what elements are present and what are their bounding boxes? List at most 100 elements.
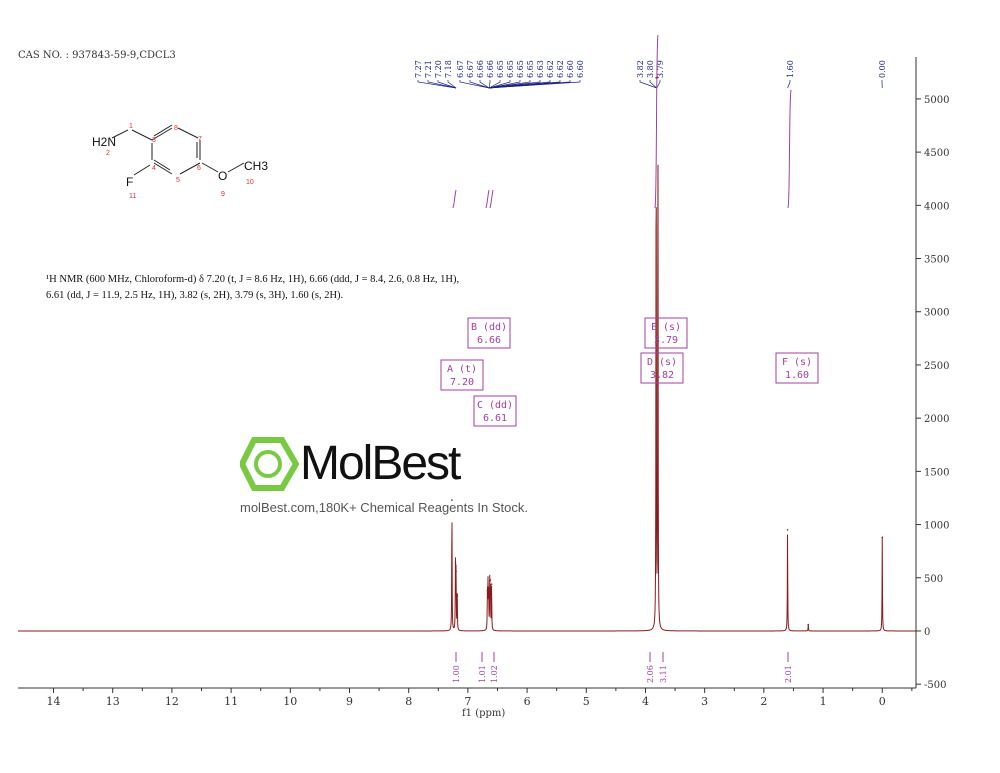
multiplet-value: 7.20 [450,377,474,388]
description-line: ¹H NMR (600 MHz, Chloroform-d) δ 7.20 (t… [46,274,460,285]
atom-label: F [126,175,133,189]
y-tick-label: -500 [924,680,946,691]
watermark-logo: MolBest [300,437,461,490]
x-tick-label: 0 [879,695,886,708]
multiplet-value: 3.82 [650,370,674,381]
multiplet-value: 3.79 [654,335,678,346]
atom-number: 3 [152,137,156,144]
peak-label-connector [447,80,457,89]
peak-label: 3.80 [646,60,655,78]
atom-label: CH3 [244,159,268,173]
peak-label: 6.66 [486,60,495,78]
peak-label-connector [489,80,521,89]
peak-point [487,585,489,588]
atom-number: 4 [152,165,156,172]
multiplet-label: A (t) [447,364,477,375]
nmr-description: ¹H NMR (600 MHz, Chloroform-d) δ 7.20 (t… [46,272,566,304]
atom-number: 11 [129,193,136,200]
multiplet-box [640,352,684,384]
y-tick-label: 4500 [924,148,949,159]
integral-curve [787,89,792,209]
peak-label: 7.20 [434,60,443,78]
atom-number: 2 [106,150,110,157]
peak-label-connector [656,80,661,89]
peak-label-connector [787,80,791,89]
atom-number: 8 [174,125,178,132]
peak-point [657,76,659,79]
peak-label: 1.60 [786,60,795,78]
peak-label: 6.67 [466,60,475,78]
integral-curve [452,189,457,209]
peak-point [451,499,453,501]
peak-label: 6.67 [456,60,465,78]
peak-label-connector [459,80,490,89]
multiplet-value: 6.61 [483,413,507,424]
peak-label-connector [479,80,490,89]
integral-value: 1.02 [490,665,499,683]
x-tick-label: 9 [346,695,353,708]
watermark-tagline: molBest.com,180K+ Chemical Reagents In S… [240,500,528,515]
peak-label-connector [488,80,491,89]
description-line: 6.61 (dd, J = 11.9, 2.5 Hz, 1H), 3.82 (s… [46,290,344,301]
y-tick-label: 5000 [924,95,949,106]
x-tick-label: 14 [47,695,61,708]
molecule-structure: H2N F O CH3 2 1 3 4 5 6 7 8 11 9 10 [92,123,268,200]
x-tick-label: 12 [165,695,179,708]
peak-label: 6.62 [556,60,565,78]
peak-label: 6.60 [576,60,585,78]
spectrum-line [18,164,916,632]
x-tick-label: 10 [283,695,297,708]
multiplet-value: 1.60 [785,370,809,381]
peak-label: 7.18 [444,60,453,78]
peak-point [881,536,884,539]
integral-value: 1.00 [452,665,461,683]
atom-number: 7 [198,136,202,143]
peak-point [490,583,493,585]
y-tick-label: 3500 [924,255,949,266]
x-tick-label: 1 [820,695,827,708]
multiplet-label: D (s) [647,357,677,368]
atom-number: 10 [246,179,254,186]
x-tick-label: 3 [701,695,708,708]
atom-number: 5 [176,177,180,184]
peak-label-connector [427,80,457,89]
x-tick-label: 11 [224,695,238,708]
atom-number: 6 [197,165,201,172]
atom-label: O [218,169,227,183]
atom-label: H2N [92,135,116,149]
peak-label-connector [437,80,457,89]
peak-label: 7.21 [424,60,433,78]
peak-label-connector [489,80,581,89]
y-tick-label: 2000 [924,414,949,425]
peak-label: 6.63 [536,60,545,78]
integral-value: 2.06 [646,665,655,683]
peak-label-connector [469,80,490,89]
peak-point [487,587,490,590]
integral-curve [654,34,659,209]
integral-curve [485,189,490,209]
multiplet-box [473,395,517,427]
peak-point [455,570,457,573]
peak-label: 6.65 [496,60,505,78]
y-tick-label: 3000 [924,308,949,319]
peak-label: 6.65 [506,60,515,78]
peak-label: 0.00 [878,60,887,78]
y-tick-label: 1500 [924,467,949,478]
cas-number: CAS NO. : 937843-59-9,CDCL3 [18,50,176,61]
peak-label: 6.60 [566,60,575,78]
peak-label-connector [649,80,657,89]
x-tick-label: 2 [760,695,767,708]
multiplet-box [644,317,688,349]
atom-number: 1 [129,123,133,130]
peak-label: 6.66 [476,60,485,78]
x-tick-label: 5 [583,695,590,708]
peak-label: 6.65 [526,60,535,78]
y-tick-label: 500 [924,574,943,585]
peak-point [486,589,489,592]
peak-label: 6.65 [516,60,525,78]
multiplet-value: 6.66 [477,335,501,346]
multiplet-label: C (dd) [477,400,513,411]
integral-value: 3.11 [659,665,668,683]
x-tick-label: 7 [464,695,471,708]
